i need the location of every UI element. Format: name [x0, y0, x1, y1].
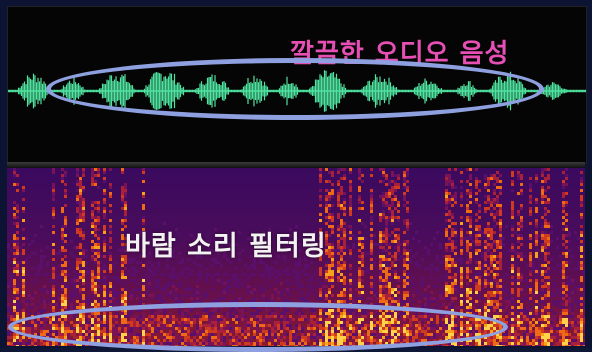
spectrogram-graph — [7, 168, 585, 346]
waveform-graph — [8, 70, 586, 112]
waveform-panel: 깔끔한 오디오 음성 — [7, 6, 587, 164]
spectrogram-caption: 바람 소리 필터링 — [125, 231, 327, 262]
panel-divider — [7, 162, 585, 168]
waveform-caption: 깔끔한 오디오 음성 — [290, 39, 510, 69]
spectrogram-panel: 바람 소리 필터링 — [7, 168, 585, 346]
spectrogram-cells — [7, 168, 585, 346]
